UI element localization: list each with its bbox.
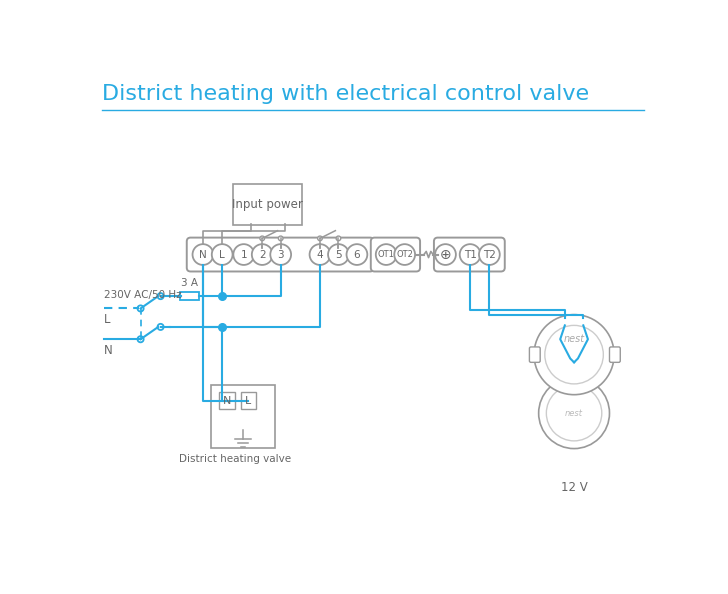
Circle shape bbox=[138, 305, 143, 311]
Text: District heating valve: District heating valve bbox=[179, 454, 291, 465]
Text: 3 A: 3 A bbox=[181, 278, 198, 288]
Circle shape bbox=[545, 326, 604, 384]
FancyBboxPatch shape bbox=[187, 238, 374, 271]
Circle shape bbox=[278, 236, 283, 241]
Circle shape bbox=[270, 244, 291, 265]
Text: T2: T2 bbox=[483, 249, 496, 260]
Circle shape bbox=[347, 244, 368, 265]
Circle shape bbox=[539, 378, 609, 448]
FancyBboxPatch shape bbox=[233, 185, 302, 225]
Text: N: N bbox=[223, 396, 231, 406]
Text: OT2: OT2 bbox=[396, 250, 413, 259]
FancyBboxPatch shape bbox=[181, 292, 199, 301]
Circle shape bbox=[260, 236, 264, 241]
Circle shape bbox=[395, 244, 415, 265]
Circle shape bbox=[328, 244, 349, 265]
FancyBboxPatch shape bbox=[241, 393, 256, 409]
Text: N: N bbox=[103, 343, 112, 356]
Circle shape bbox=[157, 293, 164, 299]
Circle shape bbox=[435, 244, 456, 265]
Text: 6: 6 bbox=[354, 249, 360, 260]
Text: N: N bbox=[199, 249, 207, 260]
Text: 12 V: 12 V bbox=[561, 481, 587, 494]
Circle shape bbox=[459, 244, 480, 265]
Circle shape bbox=[309, 244, 331, 265]
Circle shape bbox=[336, 236, 341, 241]
Circle shape bbox=[252, 244, 272, 265]
Text: Input power: Input power bbox=[232, 198, 303, 211]
FancyBboxPatch shape bbox=[529, 347, 540, 362]
Circle shape bbox=[534, 315, 614, 394]
Text: L: L bbox=[245, 396, 251, 406]
Text: T1: T1 bbox=[464, 249, 477, 260]
Text: 2: 2 bbox=[259, 249, 266, 260]
Circle shape bbox=[376, 244, 397, 265]
Text: 5: 5 bbox=[335, 249, 341, 260]
Circle shape bbox=[234, 244, 254, 265]
Text: ⊕: ⊕ bbox=[440, 248, 451, 261]
Circle shape bbox=[157, 324, 164, 330]
Circle shape bbox=[212, 244, 232, 265]
Circle shape bbox=[317, 236, 323, 241]
Text: 1: 1 bbox=[240, 249, 247, 260]
Circle shape bbox=[138, 336, 143, 342]
Text: 3: 3 bbox=[277, 249, 284, 260]
Text: 4: 4 bbox=[317, 249, 323, 260]
Text: OT1: OT1 bbox=[378, 250, 395, 259]
Text: 230V AC/50 Hz: 230V AC/50 Hz bbox=[103, 290, 181, 299]
FancyBboxPatch shape bbox=[219, 393, 234, 409]
Text: nest: nest bbox=[565, 409, 583, 418]
Text: nest: nest bbox=[563, 334, 585, 345]
Circle shape bbox=[479, 244, 499, 265]
Text: District heating with electrical control valve: District heating with electrical control… bbox=[102, 84, 589, 105]
FancyBboxPatch shape bbox=[609, 347, 620, 362]
FancyBboxPatch shape bbox=[211, 385, 274, 448]
Circle shape bbox=[192, 244, 213, 265]
Text: L: L bbox=[219, 249, 225, 260]
FancyBboxPatch shape bbox=[434, 238, 505, 271]
Text: L: L bbox=[103, 312, 110, 326]
Circle shape bbox=[546, 386, 602, 441]
FancyBboxPatch shape bbox=[371, 238, 420, 271]
